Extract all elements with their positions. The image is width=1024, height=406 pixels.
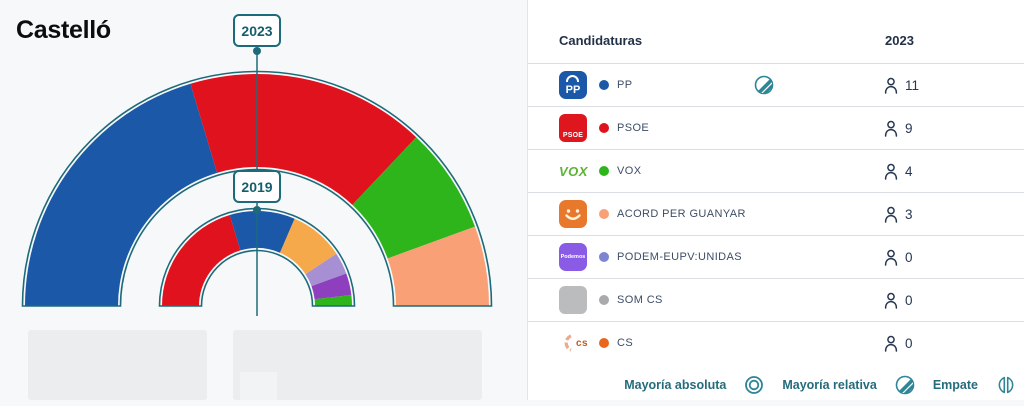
pp-logo-text: PP bbox=[565, 84, 581, 96]
results-panel: Candidaturas 2023 PP PP 11 PSOE PSOE bbox=[527, 0, 1024, 400]
ring-2019-outline bbox=[158, 207, 356, 307]
placeholder-card bbox=[233, 330, 482, 400]
year-label-2023-text: 2023 bbox=[241, 22, 273, 39]
column-header-candidaturas: Candidaturas bbox=[559, 33, 643, 48]
party-color-dot bbox=[599, 338, 609, 348]
seat-count: 3 bbox=[905, 206, 913, 222]
pointer-dot bbox=[253, 47, 261, 55]
cs-logo: cs bbox=[559, 329, 593, 357]
party-name: PODEM-EUPV:UNIDAS bbox=[617, 251, 742, 263]
seats-cell: 0 bbox=[884, 322, 913, 364]
seat-count: 4 bbox=[905, 163, 913, 179]
podemos-logo: Podemos bbox=[559, 243, 587, 271]
vox-logo: VOX bbox=[559, 157, 593, 185]
person-icon bbox=[884, 77, 898, 94]
psoe-logo: PSOE bbox=[559, 114, 587, 142]
ring-2023-segment[interactable] bbox=[25, 83, 218, 306]
seat-count: 0 bbox=[905, 249, 913, 265]
party-name: SOM CS bbox=[617, 294, 663, 306]
tie-label: Empate bbox=[932, 378, 978, 392]
smiley-icon bbox=[565, 209, 581, 220]
party-color-dot bbox=[599, 295, 609, 305]
seats-cell: 3 bbox=[884, 193, 913, 235]
party-name: PP bbox=[617, 79, 633, 91]
year-label-2019[interactable]: 2019 bbox=[233, 170, 281, 203]
seat-count: 9 bbox=[905, 120, 913, 136]
person-icon bbox=[884, 335, 898, 352]
placeholder-card bbox=[28, 330, 207, 400]
table-row: PSOE PSOE 9 bbox=[528, 106, 1024, 149]
year-label-2023[interactable]: 2023 bbox=[233, 14, 281, 47]
ring-2023-outline bbox=[21, 70, 493, 307]
seats-cell: 0 bbox=[884, 236, 913, 278]
absolute-majority-icon bbox=[745, 376, 764, 394]
psoe-logo-text: PSOE bbox=[562, 132, 584, 139]
ring-2023-segment[interactable] bbox=[352, 137, 476, 259]
party-color-dot bbox=[599, 166, 609, 176]
seat-count: 11 bbox=[905, 77, 920, 93]
party-name: VOX bbox=[617, 165, 642, 177]
cs-logo-text: cs bbox=[576, 337, 589, 349]
party-name: PSOE bbox=[617, 122, 650, 134]
ring-2023-segment[interactable] bbox=[190, 74, 417, 205]
acord-smiley-logo bbox=[559, 200, 587, 228]
ring-2019-segment[interactable] bbox=[279, 218, 337, 275]
table-header: Candidaturas 2023 bbox=[528, 0, 1024, 63]
placeholder-patch bbox=[240, 372, 277, 400]
ring-2019-segment[interactable] bbox=[305, 253, 347, 287]
ring-2019-segment[interactable] bbox=[314, 294, 352, 306]
vox-logo-text: VOX bbox=[559, 163, 588, 179]
ring-2023-segment[interactable] bbox=[387, 226, 489, 306]
seats-cell: 4 bbox=[884, 150, 913, 192]
seats-cell: 0 bbox=[884, 279, 913, 321]
ring-2019-segment[interactable] bbox=[311, 273, 352, 300]
pp-logo-swoosh bbox=[566, 75, 579, 82]
page-title: Castelló bbox=[16, 16, 111, 44]
cs-logo-swoosh-icon bbox=[564, 334, 572, 352]
seats-cell: 11 bbox=[884, 64, 919, 106]
person-icon bbox=[884, 120, 898, 137]
podemos-logo-text: Podemos bbox=[560, 254, 586, 260]
party-color-dot bbox=[599, 252, 609, 262]
party-name: ACORD PER GUANYAR bbox=[617, 208, 746, 220]
seat-count: 0 bbox=[905, 292, 913, 308]
table-row: SOM CS 0 bbox=[528, 278, 1024, 321]
ring-2019-segment[interactable] bbox=[162, 214, 241, 306]
seat-count: 0 bbox=[905, 335, 913, 351]
pointer-dot bbox=[253, 206, 261, 214]
table-row: Podemos PODEM-EUPV:UNIDAS 0 bbox=[528, 235, 1024, 278]
seats-cell: 9 bbox=[884, 107, 913, 149]
person-icon bbox=[884, 292, 898, 309]
person-icon bbox=[884, 206, 898, 223]
person-icon bbox=[884, 249, 898, 266]
relative-majority-icon bbox=[754, 75, 774, 95]
majority-legend: Mayoría absoluta Mayoría relativa Empate bbox=[528, 364, 1024, 406]
pp-logo: PP bbox=[559, 71, 587, 99]
party-name: CS bbox=[617, 337, 634, 349]
table-row: PP PP 11 bbox=[528, 63, 1024, 106]
year-label-2019-text: 2019 bbox=[241, 178, 273, 195]
relative-majority-label: Mayoría relativa bbox=[782, 378, 877, 392]
table-row: ACORD PER GUANYAR 3 bbox=[528, 192, 1024, 235]
party-color-dot bbox=[599, 209, 609, 219]
som-cs-logo bbox=[559, 286, 587, 314]
column-header-year: 2023 bbox=[885, 33, 914, 48]
hemicycle-chart[interactable] bbox=[0, 0, 527, 400]
table-row: VOX VOX 4 bbox=[528, 149, 1024, 192]
ring-2019-segment[interactable] bbox=[229, 211, 295, 253]
person-icon bbox=[884, 163, 898, 180]
absolute-majority-label: Mayoría absoluta bbox=[624, 378, 727, 392]
relative-majority-icon bbox=[895, 375, 915, 395]
party-color-dot bbox=[599, 80, 609, 90]
tie-icon bbox=[998, 376, 1014, 394]
table-row: cs CS 0 bbox=[528, 321, 1024, 364]
party-color-dot bbox=[599, 123, 609, 133]
